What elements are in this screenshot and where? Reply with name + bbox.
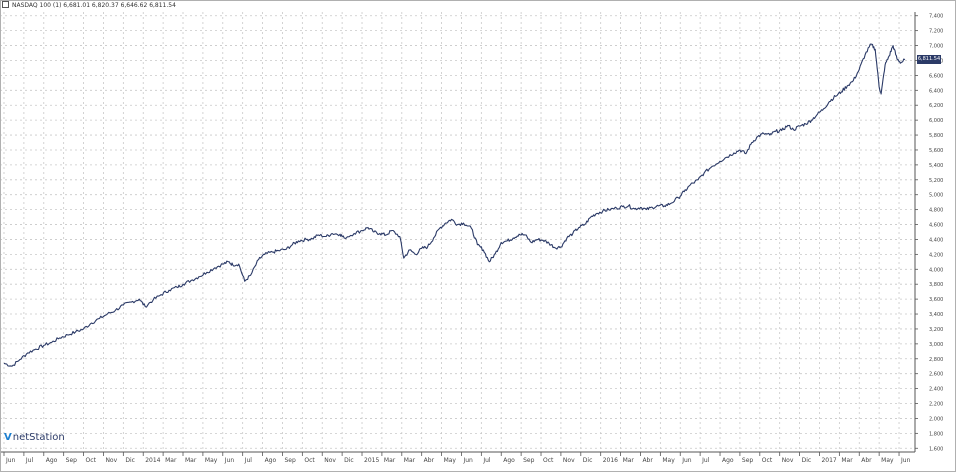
x-tick-label: Jun [462, 457, 473, 464]
y-tick-label: 4,000 [929, 267, 943, 273]
x-tick-label: Ago [722, 457, 734, 464]
x-tick-label: Jul [25, 457, 34, 464]
x-tick-label: Jun [5, 457, 16, 464]
x-tick-label: Ago [46, 457, 58, 464]
y-tick-label: 5,200 [929, 178, 943, 184]
y-tick-label: 5,600 [929, 148, 943, 154]
symbol-box-icon[interactable] [2, 1, 9, 8]
x-tick-label: Dic [344, 457, 354, 464]
y-tick-label: 1,600 [929, 446, 943, 452]
x-tick-label: Abr [642, 457, 653, 464]
x-tick-label: Nov [105, 457, 117, 464]
x-tick-label: Nov [563, 457, 575, 464]
x-tick-label: Dic [583, 457, 593, 464]
x-tick-label: May [444, 457, 457, 464]
y-tick-label: 3,000 [929, 342, 943, 348]
x-tick-label: Sep [284, 457, 296, 464]
y-tick-label: 1,800 [929, 431, 943, 437]
x-tick-label: Mar [623, 457, 635, 464]
y-tick-label: 5,000 [929, 193, 943, 199]
y-tick-label: 3,800 [929, 282, 943, 288]
chart-header: NASDAQ 100 (1) 6,681.01 6,820.37 6,646.6… [0, 0, 915, 12]
y-axis-labels: 7,4007,2007,0006,8006,6006,4006,2006,000… [929, 14, 943, 453]
series-layer [3, 43, 906, 367]
x-tick-label: Oct [86, 457, 97, 464]
y-tick-label: 6,400 [929, 88, 943, 94]
x-tick-label: Ago [265, 457, 277, 464]
x-tick-label: Oct [304, 457, 315, 464]
x-tick-label: Ago [503, 457, 515, 464]
y-tick-label: 2,800 [929, 357, 943, 363]
y-tick-label: 7,000 [929, 44, 943, 50]
x-tick-label: Jun [224, 457, 235, 464]
y-tick-label: 7,200 [929, 29, 943, 35]
x-tick-label: Oct [543, 457, 554, 464]
grid [0, 12, 915, 452]
x-tick-label: Jul [701, 457, 710, 464]
x-tick-label: Mar [404, 457, 416, 464]
x-tick-label: Mar [165, 457, 177, 464]
y-tick-label: 3,400 [929, 312, 943, 318]
y-tick-label: 4,800 [929, 208, 943, 214]
y-tick-label: 5,800 [929, 133, 943, 139]
y-tick-label: 3,200 [929, 327, 943, 333]
x-tick-label: 2014 [145, 457, 160, 464]
x-tick-label: Sep [523, 457, 535, 464]
y-tick-label: 6,200 [929, 103, 943, 109]
x-tick-label: Jun [900, 457, 911, 464]
logo-mark: V [4, 432, 12, 443]
current-price-tag: 6,811.54 [917, 55, 941, 65]
x-tick-label: 2017 [821, 457, 836, 464]
x-tick-label: Dic [125, 457, 135, 464]
netstation-logo: VnetStation [4, 432, 65, 443]
x-tick-label: Mar [384, 457, 396, 464]
x-tick-label: 2015 [364, 457, 379, 464]
y-tick-label: 2,600 [929, 372, 943, 378]
x-tick-label: Sep [66, 457, 78, 464]
x-tick-label: Nov [782, 457, 794, 464]
y-tick-label: 7,400 [929, 14, 943, 20]
x-tick-label: Jul [482, 457, 491, 464]
y-tick-label: 6,000 [929, 118, 943, 124]
logo-text: netStation [12, 432, 65, 443]
y-tick-label: 3,600 [929, 297, 943, 303]
x-tick-label: Mar [841, 457, 853, 464]
y-tick-label: 2,200 [929, 402, 943, 408]
x-tick-label: Jul [244, 457, 253, 464]
y-tick-label: 6,600 [929, 73, 943, 79]
x-tick-label: Mar [185, 457, 197, 464]
x-tick-label: Oct [762, 457, 773, 464]
y-tick-label: 2,000 [929, 416, 943, 422]
x-tick-label: May [205, 457, 218, 464]
x-tick-label: Jun [681, 457, 692, 464]
y-tick-label: 4,400 [929, 237, 943, 243]
y-tick-label: 4,600 [929, 223, 943, 229]
x-axis-labels: Jun Jul Ago Sep Oct Nov Dic 2014 Mar Mar May Jun Jul… [5, 457, 911, 464]
x-tick-label: May [881, 457, 894, 464]
x-tick-label: Abr [424, 457, 435, 464]
x-tick-label: Sep [742, 457, 754, 464]
x-tick-label: Abr [861, 457, 872, 464]
series-line-nasdaq-100 [3, 43, 906, 367]
x-tick-label: 2016 [603, 457, 618, 464]
symbol-label: NASDAQ 100 (1) 6,681.01 6,820.37 6,646.6… [12, 2, 176, 9]
x-tick-label: Dic [802, 457, 812, 464]
y-tick-label: 2,400 [929, 387, 943, 393]
y-tick-label: 5,400 [929, 163, 943, 169]
y-tick-label: 4,200 [929, 252, 943, 258]
x-tick-label: Nov [324, 457, 336, 464]
x-tick-label: May [662, 457, 675, 464]
